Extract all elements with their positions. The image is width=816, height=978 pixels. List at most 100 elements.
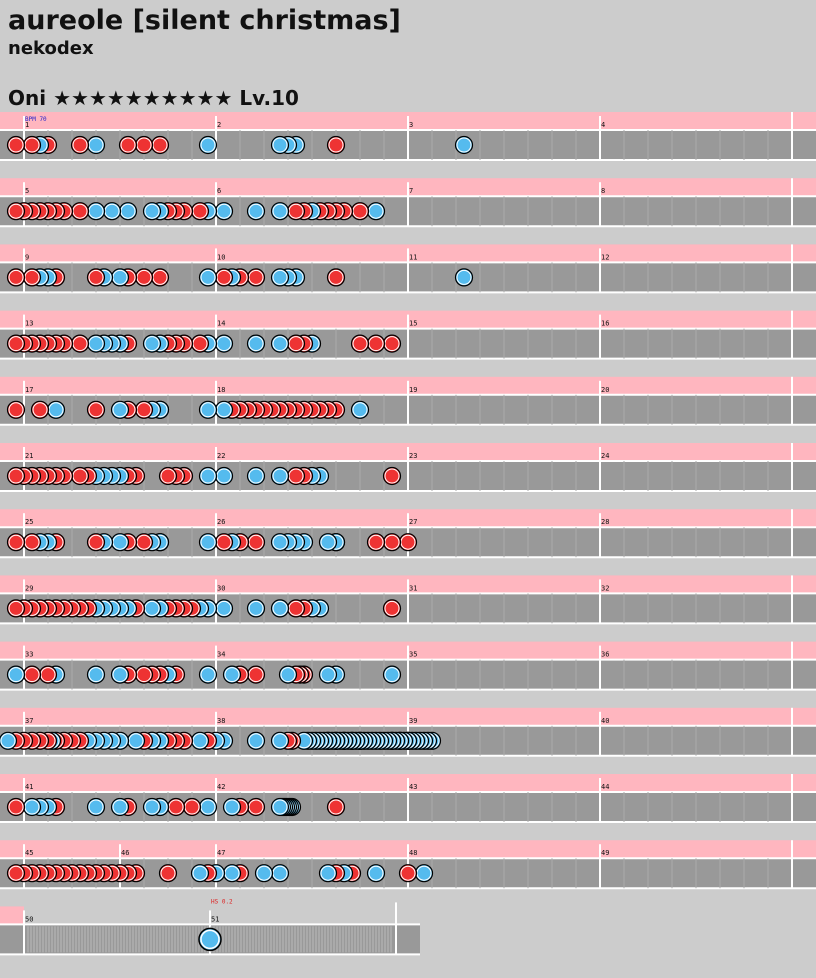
ka-note [350, 400, 370, 419]
don-note [70, 202, 90, 221]
ka-note [86, 202, 106, 221]
ka-note-ring [0, 733, 16, 749]
ka-note [214, 599, 234, 618]
don-note [6, 334, 26, 353]
ka-note [278, 665, 298, 684]
ka-note [142, 599, 162, 618]
ka-note [86, 135, 106, 155]
don-note [286, 599, 306, 618]
measure-number: 26 [217, 518, 225, 526]
ka-note-ring [8, 667, 24, 683]
don-note-ring [384, 600, 400, 616]
measure-number: 40 [601, 717, 609, 725]
ka-note [366, 202, 386, 221]
measure-number: 39 [409, 717, 417, 725]
ka-note-ring [256, 865, 272, 881]
measure-number: 16 [601, 320, 609, 328]
ka-note [142, 202, 162, 221]
measure-number: 50 [25, 915, 33, 923]
ka-note [318, 533, 338, 552]
ka-note [454, 135, 474, 155]
measure-number: 14 [217, 320, 225, 328]
don-note [214, 533, 234, 552]
don-note [398, 533, 418, 552]
measure-number: 27 [409, 518, 417, 526]
ka-note [270, 864, 290, 883]
don-note [350, 334, 370, 353]
don-note [350, 202, 370, 221]
ka-note [22, 797, 42, 817]
ka-note-ring [272, 336, 288, 352]
don-note-ring [328, 799, 344, 815]
ka-note-ring [112, 402, 128, 418]
bpm-label: BPM 70 [25, 116, 47, 123]
ka-note-ring [112, 667, 128, 683]
don-note [286, 334, 306, 353]
ka-note [214, 334, 234, 353]
ka-note [190, 731, 210, 750]
don-note-ring [8, 799, 24, 815]
don-note-ring [32, 402, 48, 418]
don-note-ring [8, 402, 24, 418]
info-strip [0, 906, 24, 925]
measure-number: 30 [217, 584, 225, 592]
ka-note-ring [272, 269, 288, 285]
don-note [246, 665, 266, 684]
ka-note-ring [272, 799, 288, 815]
ka-note [222, 864, 242, 883]
don-note [382, 599, 402, 618]
don-note-ring [400, 865, 416, 881]
measure-number: 33 [25, 651, 33, 659]
don-note [366, 533, 386, 552]
ka-note-ring [320, 865, 336, 881]
don-note [6, 864, 26, 883]
ka-note-ring [192, 865, 208, 881]
ka-note [382, 665, 402, 684]
ka-note-ring [112, 799, 128, 815]
measure-number: 13 [25, 320, 33, 328]
ka-note-ring [248, 468, 264, 484]
song-artist: nekodex [8, 38, 94, 59]
measure-number: 34 [217, 651, 225, 659]
don-note-ring [72, 137, 88, 153]
measure-number: 32 [601, 584, 609, 592]
ka-note-ring [456, 137, 472, 153]
measure-number: 49 [601, 849, 609, 857]
don-note [70, 466, 90, 486]
don-note [6, 135, 26, 155]
don-note [326, 797, 346, 817]
ka-note-ring [144, 799, 160, 815]
measure-number: 6 [217, 187, 221, 195]
song-title: aureole [silent christmas] [8, 5, 401, 36]
don-note [158, 466, 178, 486]
ka-note [110, 268, 130, 287]
don-note [326, 135, 346, 155]
don-note [6, 599, 26, 618]
don-note [326, 268, 346, 287]
ka-note-ring [352, 402, 368, 418]
ka-note [198, 533, 218, 552]
ka-note [246, 466, 266, 486]
measure-number: 35 [409, 651, 417, 659]
ka-note-ring [248, 733, 264, 749]
measure-number: 10 [217, 253, 225, 261]
don-note [6, 202, 26, 221]
ka-note [270, 135, 290, 155]
don-note [22, 135, 42, 155]
ka-note [246, 731, 266, 750]
don-note-ring [160, 865, 176, 881]
ka-note [270, 731, 290, 750]
measure-number: 48 [409, 849, 417, 857]
don-note-ring [328, 137, 344, 153]
don-note [246, 797, 266, 817]
measure-number: 19 [409, 386, 417, 394]
ka-note-ring [224, 667, 240, 683]
ka-note-ring [384, 667, 400, 683]
ka-note [86, 334, 106, 353]
measure-number: 5 [25, 187, 29, 195]
ka-note-ring [272, 137, 288, 153]
ka-note-ring [144, 336, 160, 352]
measure-number: 42 [217, 783, 225, 791]
measure-number: 17 [25, 386, 33, 394]
